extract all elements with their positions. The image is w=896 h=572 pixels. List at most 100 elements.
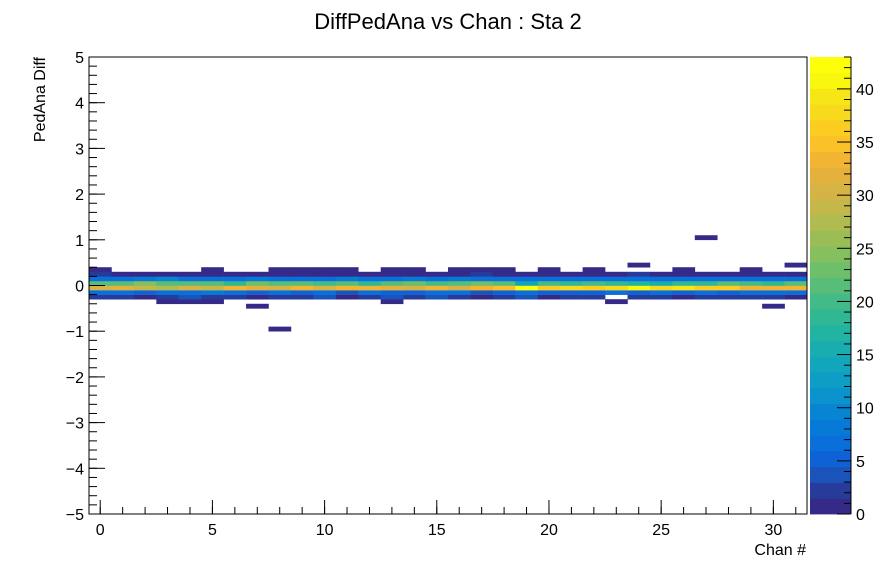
heatmap-cell xyxy=(560,294,583,300)
color-scale-axis: 0 5 10 15 20 25 30 35 40 xyxy=(837,56,874,524)
heatmap-cell xyxy=(313,267,337,273)
heatmap-cell xyxy=(515,294,539,300)
heatmap-cell xyxy=(672,271,696,277)
color-scale-swatch xyxy=(810,372,851,389)
heatmap-cell xyxy=(448,285,471,291)
heatmap-cell xyxy=(560,271,583,277)
x-tick-label: 5 xyxy=(208,522,217,539)
chart-title: DiffPedAna vs Chan : Sta 2 xyxy=(314,9,581,34)
y-tick-label: −3 xyxy=(66,416,84,433)
heatmap-cell xyxy=(290,290,314,295)
y-tick-label: 2 xyxy=(75,187,84,204)
heatmap-cell xyxy=(268,267,292,273)
heatmap-cell xyxy=(89,271,112,277)
heatmap-cell xyxy=(762,276,785,282)
x-tick-label: 0 xyxy=(96,522,105,539)
x-tick-label: 15 xyxy=(428,522,446,539)
heatmap-cell xyxy=(403,285,426,291)
y-tick-label: −4 xyxy=(66,461,84,478)
heatmap-cell xyxy=(380,290,404,295)
heatmap-cell xyxy=(156,280,180,286)
color-scale-label: 15 xyxy=(856,348,874,365)
heatmap-cell xyxy=(492,271,516,277)
heatmap-cell xyxy=(694,290,718,295)
heatmap-cell xyxy=(582,271,606,277)
heatmap-cell xyxy=(246,303,269,309)
heatmap-cell xyxy=(156,271,180,277)
heatmap-cell xyxy=(133,271,157,277)
heatmap-cell xyxy=(649,276,673,282)
heatmap-cell xyxy=(739,280,763,286)
x-tick-label: 25 xyxy=(652,522,670,539)
heatmap-cell xyxy=(515,276,539,282)
heatmap-cell xyxy=(537,271,561,277)
heatmap-cell xyxy=(89,290,112,295)
color-scale-swatch xyxy=(810,72,851,89)
heatmap-cell xyxy=(358,285,381,291)
color-scale-swatch xyxy=(810,419,851,436)
color-scale-label: 30 xyxy=(856,188,874,205)
heatmap-cell xyxy=(358,271,381,277)
heatmap-cell xyxy=(470,285,494,291)
heatmap-cell xyxy=(717,276,740,282)
heatmap-cell xyxy=(89,276,112,282)
color-scale-swatch xyxy=(810,261,851,279)
heatmap-cell xyxy=(672,285,696,291)
heatmap-cell xyxy=(403,267,426,273)
heatmap-cell xyxy=(246,285,269,291)
heatmap-cell xyxy=(717,271,740,277)
y-tick-label: 1 xyxy=(75,233,84,250)
heatmap-cell xyxy=(246,290,269,295)
heatmap-cell xyxy=(313,271,337,277)
heatmap-cell xyxy=(605,280,628,286)
heatmap-cell xyxy=(380,299,404,305)
heatmap-cell xyxy=(223,280,247,286)
color-scale-swatch xyxy=(810,309,851,326)
heatmap-cell xyxy=(358,276,381,282)
heatmap-cell xyxy=(156,299,180,305)
heatmap-cell xyxy=(560,276,583,282)
heatmap-cell xyxy=(739,271,763,277)
color-scale-label: 40 xyxy=(856,82,874,99)
heatmap-cell xyxy=(246,271,269,277)
x-tick-label: 20 xyxy=(540,522,558,539)
heatmap-cell xyxy=(403,290,426,295)
heatmap-cell xyxy=(784,294,808,300)
color-scale-swatch xyxy=(810,135,851,152)
heatmap-cell xyxy=(627,276,651,282)
heatmap-cell xyxy=(694,280,718,286)
color-scale-swatch xyxy=(810,88,851,105)
heatmap-cell xyxy=(627,285,651,291)
color-scale-swatch xyxy=(810,435,851,452)
heatmap-cell xyxy=(178,294,202,300)
heatmap-cell xyxy=(223,271,247,277)
heatmap-cell xyxy=(694,235,718,241)
heatmap-cell xyxy=(380,294,404,300)
heatmap-cell xyxy=(492,267,516,273)
color-scale-swatch xyxy=(810,498,851,515)
heatmap-cell xyxy=(537,276,561,282)
heatmap-cell xyxy=(582,290,606,295)
color-scale-swatch xyxy=(810,466,851,483)
heatmap-cell xyxy=(313,280,337,286)
heatmap-cell xyxy=(762,285,785,291)
heatmap-cell xyxy=(582,276,606,282)
heatmap-cell xyxy=(560,290,583,295)
heatmap-cell xyxy=(89,267,112,273)
heatmap-cell xyxy=(537,290,561,295)
heatmap-cell xyxy=(492,280,516,286)
heatmap-cell xyxy=(156,276,180,282)
heatmap-cell xyxy=(89,294,112,300)
heatmap-cell xyxy=(358,294,381,300)
heatmap-cell xyxy=(784,271,808,277)
heatmap-cell xyxy=(694,276,718,282)
heatmap-cell xyxy=(201,280,224,286)
color-scale-label: 0 xyxy=(856,507,865,524)
heatmap-cell xyxy=(762,294,785,300)
heatmap-cell xyxy=(649,290,673,295)
color-scale-swatch xyxy=(810,214,851,231)
color-scale-swatch xyxy=(810,403,851,420)
heatmap-cell xyxy=(425,290,449,295)
heatmap-cell xyxy=(492,290,516,295)
heatmap-cell xyxy=(784,276,808,282)
